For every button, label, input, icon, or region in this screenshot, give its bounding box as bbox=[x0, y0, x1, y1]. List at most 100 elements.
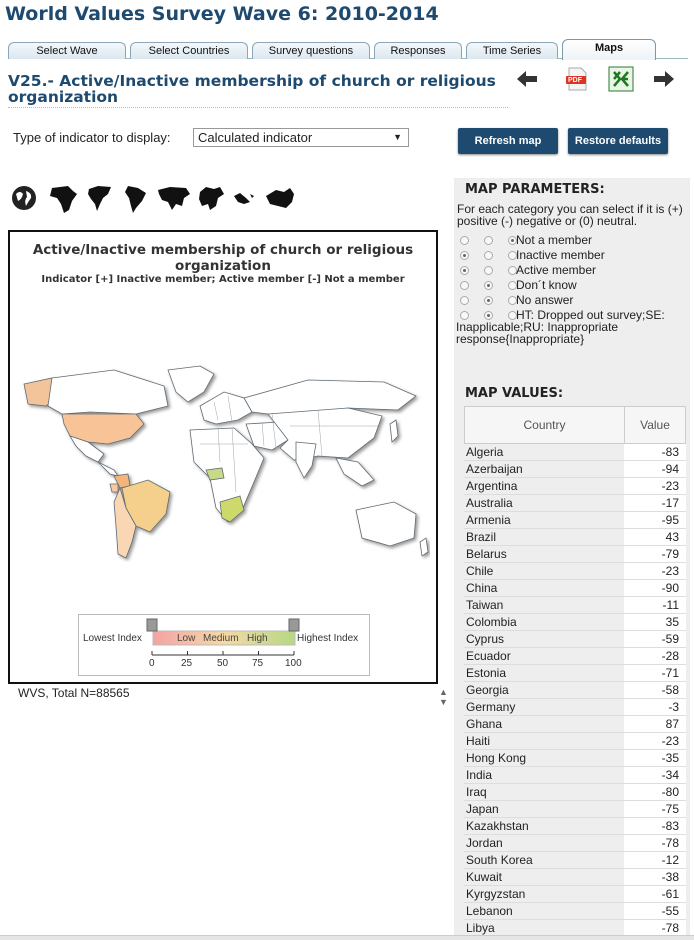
restore-defaults-button[interactable]: Restore defaults bbox=[568, 128, 668, 154]
world-map[interactable] bbox=[18, 362, 430, 562]
radio-neutral[interactable] bbox=[508, 266, 517, 275]
value-cell: 35 bbox=[624, 614, 684, 630]
asia-map-icon[interactable] bbox=[156, 184, 192, 214]
country-cell: Kazakhstan bbox=[464, 818, 624, 834]
radio-negative[interactable] bbox=[484, 296, 493, 305]
radio-positive[interactable] bbox=[460, 266, 469, 275]
country-cell: Kyrgyzstan bbox=[464, 886, 624, 902]
map-values-table[interactable]: Country Value Algeria -83 Azerbaijan -94 Arg… bbox=[464, 406, 686, 940]
tab-responses[interactable]: Responses bbox=[374, 42, 462, 59]
north-america-map-icon[interactable] bbox=[86, 184, 114, 214]
horizontal-scrollbar[interactable] bbox=[0, 935, 694, 940]
parameter-label: Inactive member bbox=[516, 248, 605, 262]
indicator-type-select[interactable]: Calculated indicator ▼ bbox=[193, 128, 409, 147]
table-row: Argentina -23 bbox=[464, 478, 686, 495]
radio-positive[interactable] bbox=[460, 311, 469, 320]
tab-select-wave[interactable]: Select Wave bbox=[8, 42, 126, 59]
value-cell: -79 bbox=[624, 546, 684, 562]
country-cell: Kuwait bbox=[464, 869, 624, 885]
table-row: Ecuador -28 bbox=[464, 648, 686, 665]
radio-neutral[interactable] bbox=[508, 281, 517, 290]
table-row: Georgia -58 bbox=[464, 682, 686, 699]
tab-select-countries[interactable]: Select Countries bbox=[130, 42, 248, 59]
table-row: Germany -3 bbox=[464, 699, 686, 716]
south-america-map-icon[interactable] bbox=[120, 184, 150, 214]
value-cell: -94 bbox=[624, 461, 684, 477]
map-parameters-heading: MAP PARAMETERS: bbox=[465, 182, 605, 197]
country-cell: Lebanon bbox=[464, 903, 624, 919]
parameter-label: No answer bbox=[516, 293, 574, 307]
table-row: Cyprus -59 bbox=[464, 631, 686, 648]
country-cell: Haiti bbox=[464, 733, 624, 749]
map-panel: Active/Inactive membership of church or … bbox=[8, 230, 438, 684]
excel-icon[interactable] bbox=[608, 66, 634, 92]
radio-negative[interactable] bbox=[484, 251, 493, 260]
table-row: Estonia -71 bbox=[464, 665, 686, 682]
radio-negative[interactable] bbox=[484, 311, 493, 320]
value-cell: -90 bbox=[624, 580, 684, 596]
country-cell: Iraq bbox=[464, 784, 624, 800]
radio-negative[interactable] bbox=[484, 281, 493, 290]
column-header-value[interactable]: Value bbox=[640, 418, 670, 432]
oceania-map-icon[interactable] bbox=[262, 184, 298, 214]
value-cell: -83 bbox=[624, 444, 684, 460]
arrow-right-icon[interactable] bbox=[651, 66, 677, 92]
map-title: Active/Inactive membership of church or … bbox=[32, 242, 414, 274]
value-cell: -55 bbox=[624, 903, 684, 919]
resize-handle-icon[interactable]: ▲ ▼ bbox=[439, 687, 448, 707]
country-cell: Belarus bbox=[464, 546, 624, 562]
arrow-left-icon[interactable] bbox=[514, 66, 540, 92]
refresh-map-button[interactable]: Refresh map bbox=[458, 128, 558, 154]
country-cell: Japan bbox=[464, 801, 624, 817]
value-cell: -38 bbox=[624, 869, 684, 885]
tab-maps[interactable]: Maps bbox=[562, 39, 656, 60]
column-header-country[interactable]: Country bbox=[465, 407, 625, 443]
south-africa-shape bbox=[219, 495, 245, 523]
slider-handle-right[interactable] bbox=[288, 618, 300, 632]
table-row: South Korea -12 bbox=[464, 852, 686, 869]
legend-low-label: Low bbox=[177, 633, 196, 644]
africa-map-icon[interactable] bbox=[46, 184, 80, 214]
india-shape bbox=[295, 441, 317, 479]
table-row: China -90 bbox=[464, 580, 686, 597]
chevron-down-icon: ▼ bbox=[393, 132, 402, 142]
tab-bar: Select Wave Select Countries Survey ques… bbox=[8, 39, 688, 60]
radio-neutral[interactable] bbox=[508, 311, 517, 320]
table-row: Kyrgyzstan -61 bbox=[464, 886, 686, 903]
europe-map-icon[interactable] bbox=[196, 184, 226, 214]
value-cell: -71 bbox=[624, 665, 684, 681]
radio-positive[interactable] bbox=[460, 251, 469, 260]
tab-time-series[interactable]: Time Series bbox=[466, 42, 558, 59]
radio-negative[interactable] bbox=[484, 236, 493, 245]
value-cell: -61 bbox=[624, 886, 684, 902]
value-cell: 87 bbox=[624, 716, 684, 732]
greenland-shape bbox=[167, 365, 215, 403]
pdf-icon[interactable]: PDF bbox=[564, 66, 590, 92]
table-row: Australia -17 bbox=[464, 495, 686, 512]
country-cell: Hong Kong bbox=[464, 750, 624, 766]
value-cell: -95 bbox=[624, 512, 684, 528]
tab-survey-questions[interactable]: Survey questions bbox=[252, 42, 370, 59]
legend-tick-25: 25 bbox=[181, 658, 193, 669]
parameter-label: Don´t know bbox=[516, 278, 577, 292]
value-cell: -17 bbox=[624, 495, 684, 511]
world-globe-icon[interactable] bbox=[10, 184, 38, 212]
map-parameters-panel: MAP PARAMETERS: For each category you ca… bbox=[454, 178, 690, 940]
radio-neutral[interactable] bbox=[508, 296, 517, 305]
radio-neutral[interactable] bbox=[508, 236, 517, 245]
country-cell: Algeria bbox=[464, 444, 624, 460]
table-row: Colombia 35 bbox=[464, 614, 686, 631]
table-row: Haiti -23 bbox=[464, 733, 686, 750]
radio-positive[interactable] bbox=[460, 281, 469, 290]
value-cell: -3 bbox=[624, 699, 684, 715]
middle-east-map-icon[interactable] bbox=[230, 184, 256, 214]
parameter-row: Active member bbox=[458, 264, 688, 276]
new-zealand-shape bbox=[419, 537, 429, 557]
value-cell: -23 bbox=[624, 563, 684, 579]
table-row: Algeria -83 bbox=[464, 444, 686, 461]
radio-positive[interactable] bbox=[460, 296, 469, 305]
radio-neutral[interactable] bbox=[508, 251, 517, 260]
radio-positive[interactable] bbox=[460, 236, 469, 245]
radio-negative[interactable] bbox=[484, 266, 493, 275]
slider-handle-left[interactable] bbox=[146, 618, 158, 632]
